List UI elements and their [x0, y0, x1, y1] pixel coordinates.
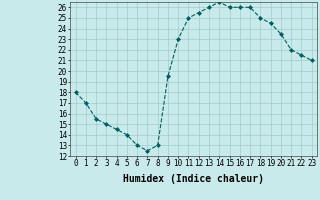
X-axis label: Humidex (Indice chaleur): Humidex (Indice chaleur)	[123, 174, 264, 184]
